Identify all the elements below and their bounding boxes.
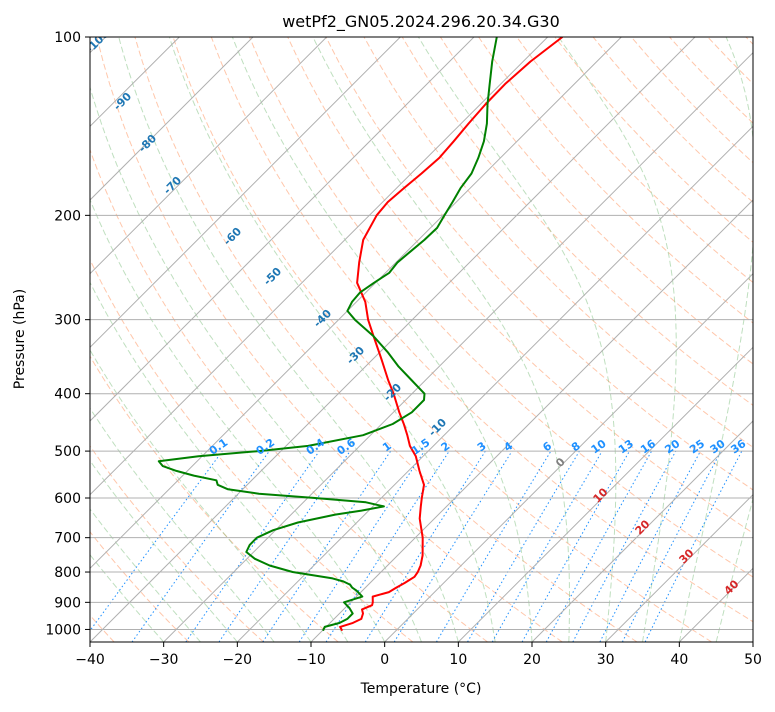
y-axis-tick-label: 500 — [54, 444, 81, 460]
y-axis-tick-label: 900 — [54, 595, 81, 611]
y-axis-title: Pressure (hPa) — [12, 289, 28, 389]
x-axis-tick-label: 10 — [449, 652, 467, 668]
x-axis-tick-label: 20 — [523, 652, 541, 668]
y-axis-tick-label: 300 — [54, 313, 81, 329]
y-axis-tick-label: 400 — [54, 387, 81, 403]
x-axis-tick-label: 50 — [744, 652, 762, 668]
x-axis-title: Temperature (°C) — [360, 681, 482, 697]
y-axis-tick-label: 700 — [54, 531, 81, 547]
x-axis-tick-label: −40 — [75, 652, 105, 668]
plot-background — [90, 37, 753, 642]
x-axis-tick-label: −30 — [149, 652, 179, 668]
y-axis-tick-label: 800 — [54, 565, 81, 581]
y-axis-tick-label: 600 — [54, 491, 81, 507]
x-axis-tick-label: 0 — [380, 652, 389, 668]
x-axis-tick-label: −20 — [223, 652, 253, 668]
x-axis-tick-label: 30 — [597, 652, 615, 668]
y-axis-tick-label: 1000 — [45, 622, 81, 638]
y-axis-tick-label: 100 — [54, 30, 81, 46]
y-axis-tick-label: 200 — [54, 208, 81, 224]
x-axis-tick-label: 40 — [670, 652, 688, 668]
x-axis-tick-label: −10 — [296, 652, 326, 668]
chart-title: wetPf2_GN05.2024.296.20.34.G30 — [282, 12, 560, 32]
